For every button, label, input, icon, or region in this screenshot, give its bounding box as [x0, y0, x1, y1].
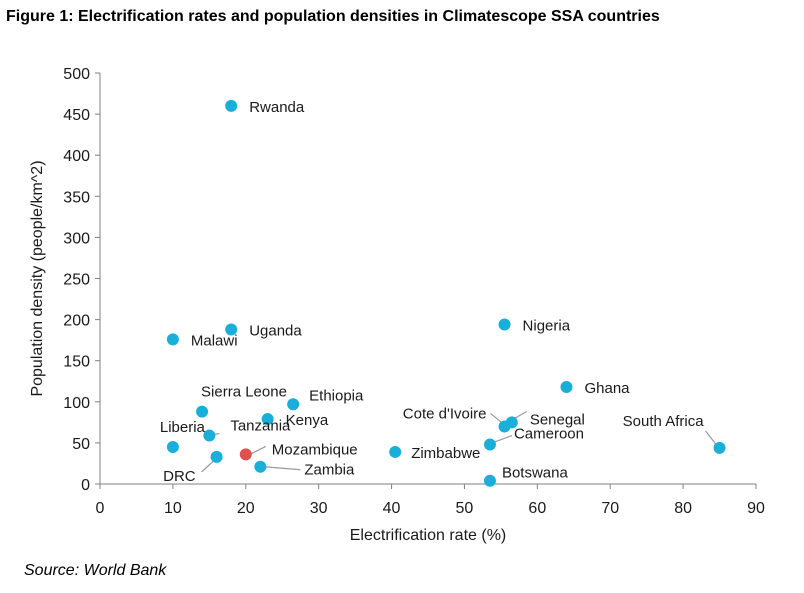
point-ghana	[560, 381, 573, 394]
point-label-malawi: Malawi	[191, 332, 238, 349]
point-label-south-africa: South Africa	[623, 413, 705, 430]
point-label-rwanda: Rwanda	[249, 99, 305, 116]
point-cameroon	[483, 438, 496, 451]
point-label-mozambique: Mozambique	[272, 441, 358, 458]
y-tick-label: 150	[63, 354, 90, 371]
x-tick-label: 20	[237, 500, 255, 517]
y-tick-label: 200	[63, 313, 90, 330]
y-tick-label: 350	[63, 189, 90, 206]
x-tick-label: 80	[674, 500, 692, 517]
point-zimbabwe	[389, 445, 402, 458]
point-label-ghana: Ghana	[584, 380, 630, 397]
point-label-botswana: Botswana	[502, 465, 569, 482]
y-tick-label: 400	[63, 148, 90, 165]
y-tick-label: 250	[63, 272, 90, 289]
y-tick-label: 500	[63, 66, 90, 83]
point-botswana	[483, 474, 496, 487]
point-labels: Rwanda Uganda Malawi Nigeria Ghana Ethiopia Si…	[160, 99, 704, 485]
y-tick-label: 450	[63, 107, 90, 124]
point-drc	[210, 450, 223, 463]
point-label-cote-d-ivoire: Cote d'Ivoire	[403, 405, 487, 422]
point-rwanda	[225, 99, 238, 112]
point-zambia	[254, 460, 267, 473]
point-kenya	[261, 413, 274, 426]
x-tick-label: 10	[164, 500, 182, 517]
point-senegal	[505, 416, 518, 429]
point-label-drc: DRC	[163, 468, 196, 485]
leader-lines	[201, 410, 717, 473]
leader-line-south-africa	[705, 430, 717, 445]
point-label-kenya: Kenya	[286, 412, 329, 429]
x-tick-label: 90	[747, 500, 765, 517]
point-uganda	[225, 323, 238, 336]
point-liberia	[166, 441, 179, 454]
point-ethiopia	[287, 398, 300, 411]
chart-axes: 0 50 100 150 200 250 300 350 400 450 500 0 10 20 30 40 5…	[63, 66, 765, 517]
point-mozambique	[239, 448, 252, 461]
point-label-liberia: Liberia	[160, 419, 206, 436]
point-label-nigeria: Nigeria	[523, 318, 571, 335]
y-axis-label: Population density (people/km^2)	[29, 160, 46, 396]
point-label-ethiopia: Ethiopia	[309, 387, 364, 404]
point-label-sierra-leone: Sierra Leone	[201, 384, 287, 401]
leader-line-cameroon	[492, 434, 513, 444]
point-label-senegal: Senegal	[530, 411, 585, 428]
x-tick-label: 30	[310, 500, 328, 517]
point-sierra-leone	[196, 405, 209, 418]
x-tick-label: 70	[601, 500, 619, 517]
leader-line-zambia	[264, 466, 301, 471]
y-tick-label: 0	[81, 477, 90, 494]
leader-line-cote-d-ivoire	[490, 412, 502, 423]
x-tick-label: 50	[456, 500, 474, 517]
figure-title: Figure 1: Electrification rates and popu…	[6, 8, 660, 25]
point-south-africa	[713, 441, 726, 454]
x-tick-label: 60	[528, 500, 546, 517]
point-label-zimbabwe: Zimbabwe	[411, 445, 480, 462]
x-tick-label: 40	[383, 500, 401, 517]
y-tick-label: 300	[63, 230, 90, 247]
leader-line-drc	[201, 460, 215, 473]
point-tanzania	[203, 429, 216, 442]
x-axis-label: Electrification rate (%)	[350, 527, 507, 544]
leader-line-mozambique	[249, 445, 267, 455]
point-label-cameroon: Cameroon	[514, 426, 584, 443]
y-tick-label: 100	[63, 395, 90, 412]
source-note: Source: World Bank	[24, 562, 167, 579]
point-label-uganda: Uganda	[249, 322, 302, 339]
x-tick-label: 0	[96, 500, 105, 517]
point-label-tanzania: Tanzania	[230, 418, 291, 435]
data-points	[166, 99, 726, 487]
point-nigeria	[498, 318, 511, 331]
point-malawi	[166, 333, 179, 346]
point-label-zambia: Zambia	[304, 462, 355, 479]
y-tick-label: 50	[72, 436, 90, 453]
